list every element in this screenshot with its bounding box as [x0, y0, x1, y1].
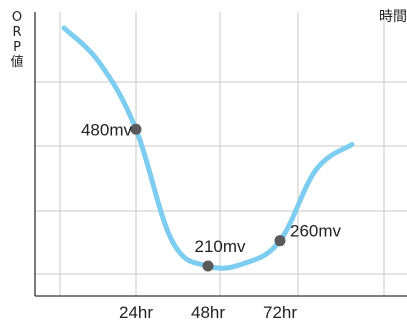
data-markers: [130, 123, 286, 272]
data-label: 260mv: [290, 222, 342, 241]
y-axis-label-char: P: [13, 40, 21, 55]
x-tick-label: 24hr: [119, 303, 153, 322]
x-tick-label: 72hr: [263, 303, 297, 322]
y-axis-label-char: R: [12, 25, 21, 40]
grid: [35, 12, 407, 296]
data-point-marker: [202, 260, 214, 272]
data-point-marker: [130, 123, 142, 135]
y-axis-label-char: O: [12, 10, 22, 25]
x-tick-labels: 24hr 48hr 72hr: [119, 303, 297, 322]
data-point-marker: [274, 235, 286, 247]
x-axis-label: 時間: [379, 9, 407, 25]
data-labels: 480mv 210mv 260mv: [81, 120, 342, 256]
x-tick-label: 48hr: [191, 303, 225, 322]
y-axis-label-char: 値: [10, 54, 23, 70]
data-label: 210mv: [194, 237, 246, 256]
data-label: 480mv: [81, 120, 133, 139]
